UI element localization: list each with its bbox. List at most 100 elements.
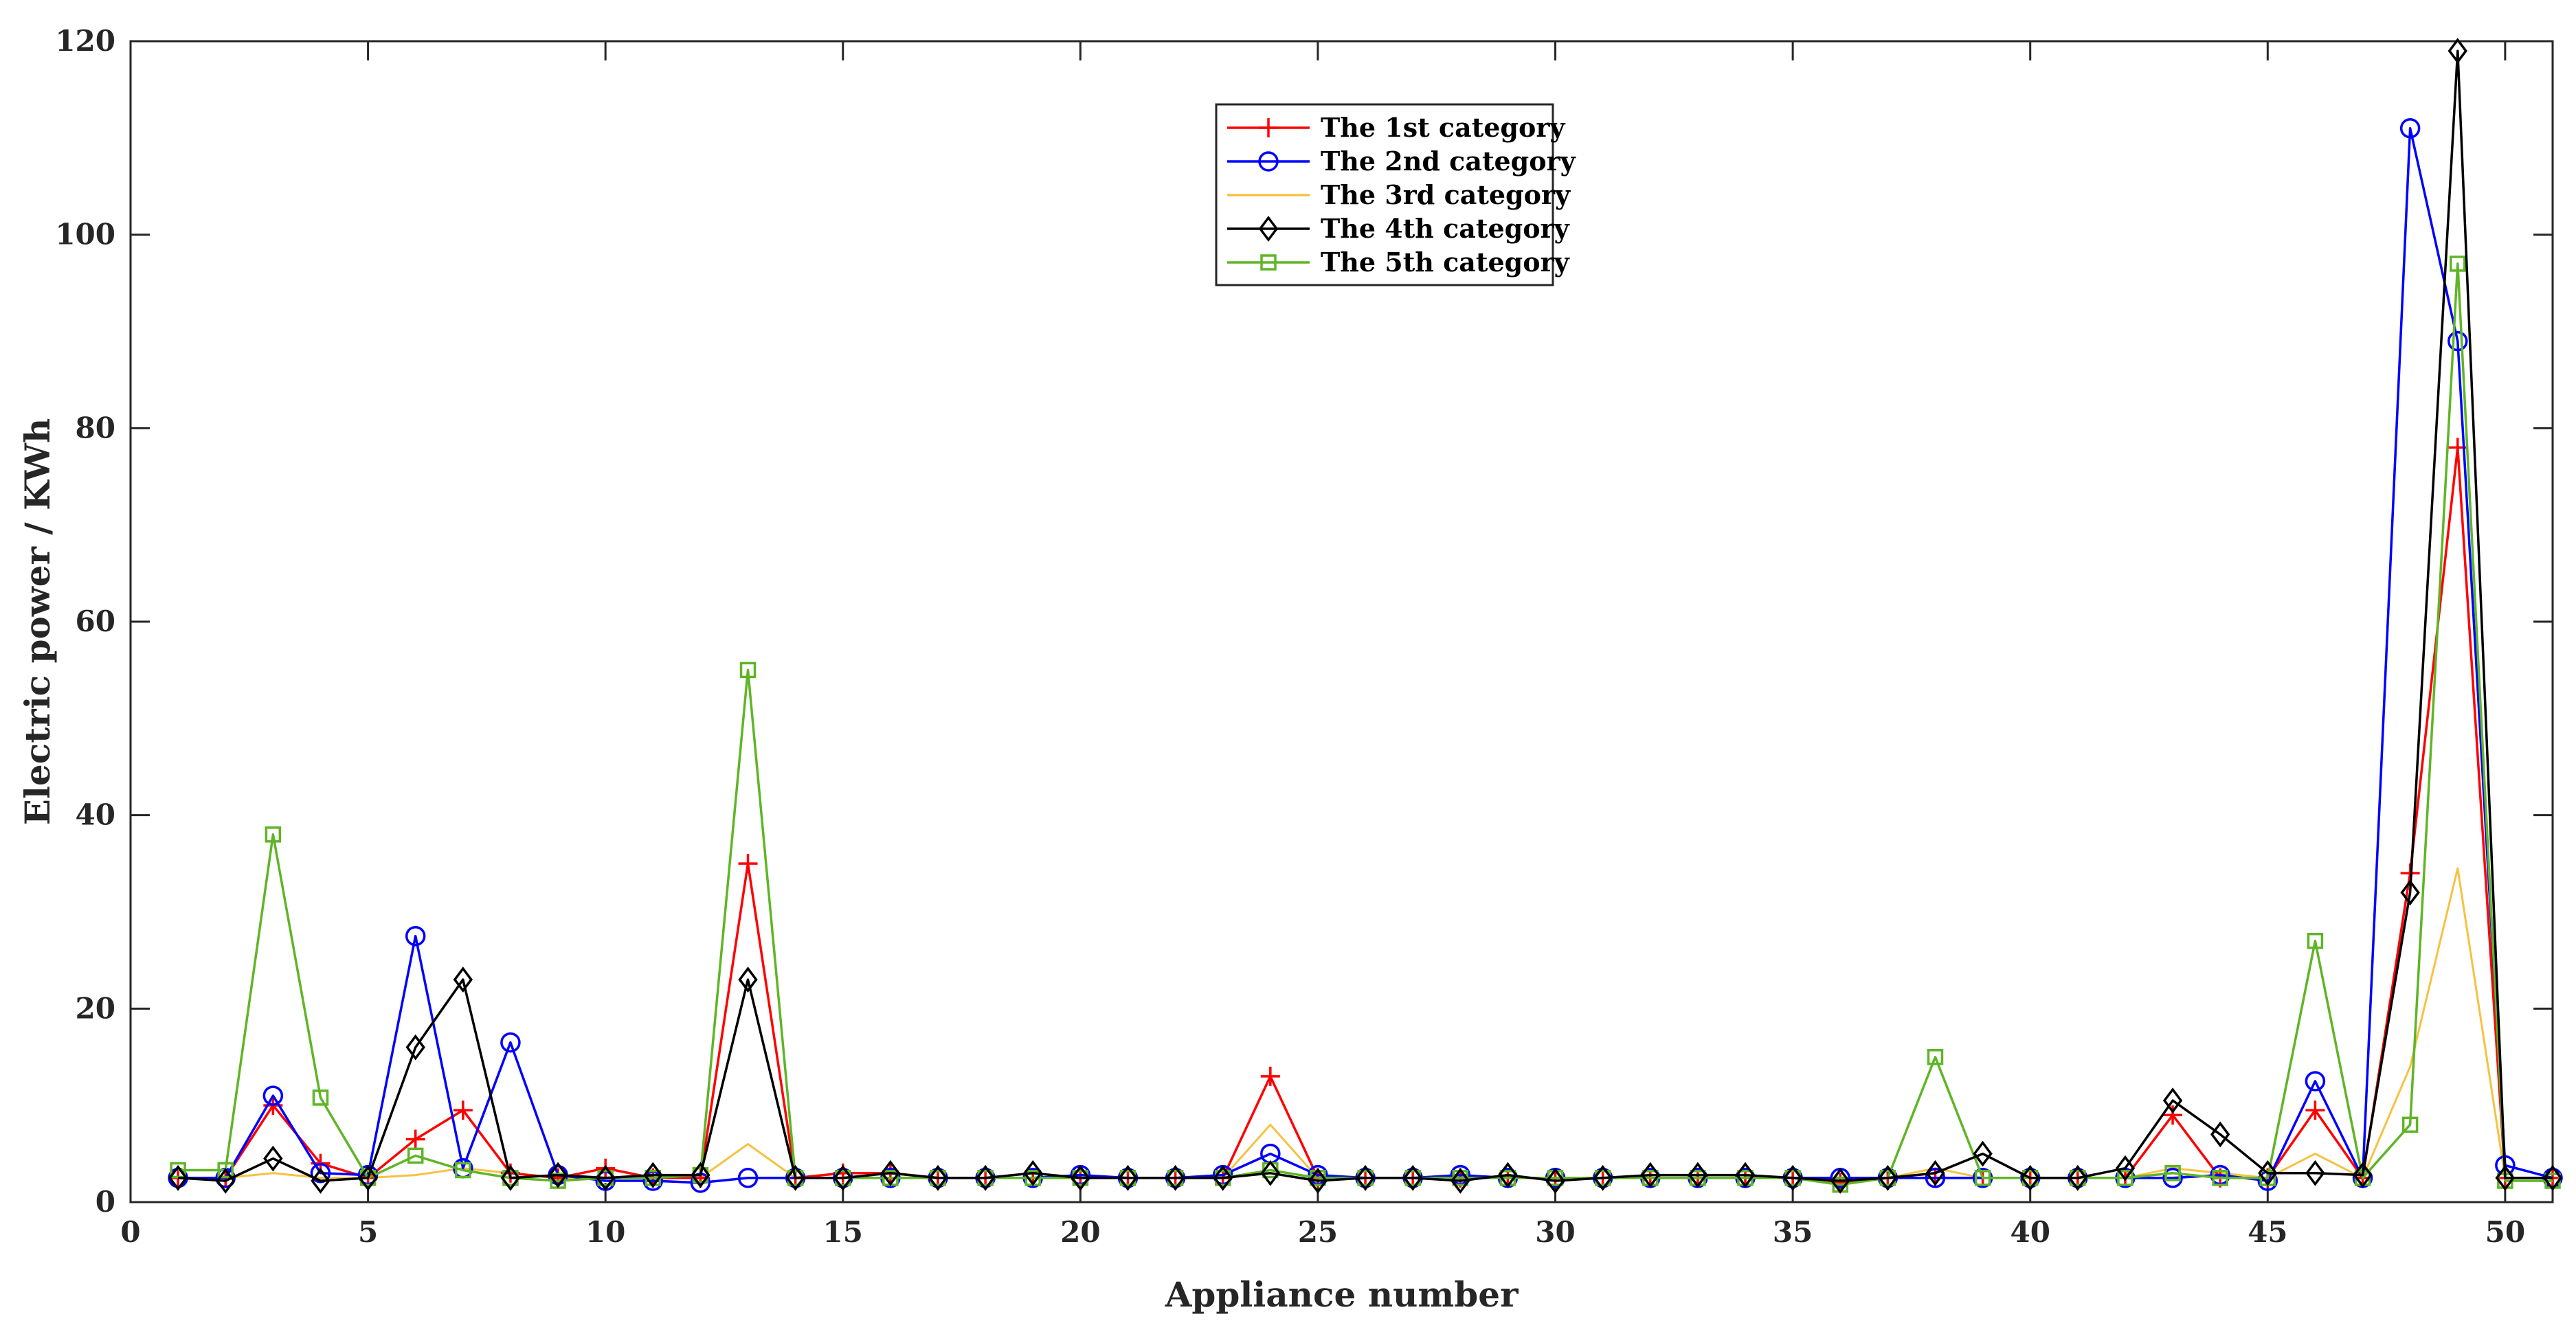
series-2-point-4 xyxy=(310,1163,331,1184)
series-4-point-27 xyxy=(1402,1164,1423,1191)
series-5-point-1 xyxy=(170,1162,186,1179)
series-4-point-16 xyxy=(880,1160,901,1186)
series-2-point-46 xyxy=(2305,1071,2326,1092)
series-4-point-19 xyxy=(1023,1160,1043,1186)
series-4-point-17 xyxy=(928,1164,948,1191)
legend-item-3: The 3rd category xyxy=(1227,179,1571,210)
y-axis-title: Electric power / KWh xyxy=(17,418,58,825)
series-1-point-6 xyxy=(405,1129,425,1149)
series-4-point-35 xyxy=(1782,1164,1803,1191)
x-tick-label-10: 50 xyxy=(2485,1215,2525,1249)
series-4-point-44 xyxy=(2210,1121,2230,1148)
series-4-point-47 xyxy=(2353,1162,2373,1188)
series-4-point-26 xyxy=(1355,1164,1376,1191)
series-4-point-30 xyxy=(1545,1168,1565,1194)
series-4-point-4 xyxy=(311,1168,331,1194)
series-4-point-14 xyxy=(785,1164,805,1191)
y-tick-label-6: 120 xyxy=(55,24,115,58)
series-4-point-28 xyxy=(1451,1168,1470,1194)
series-5-point-13 xyxy=(739,662,757,679)
series-4-point-23 xyxy=(1213,1164,1233,1191)
legend-item-1: The 1st category xyxy=(1227,112,1565,143)
series-4-point-18 xyxy=(975,1164,996,1191)
series-5-point-42 xyxy=(2117,1170,2133,1186)
series-4-point-49 xyxy=(2448,38,2467,64)
series-4-point-37 xyxy=(1878,1164,1898,1191)
y-tick-label-3: 60 xyxy=(76,604,115,638)
legend-label-1: The 1st category xyxy=(1321,112,1565,143)
series-4-point-32 xyxy=(1640,1162,1660,1188)
axis-ticks: 0 5 10 15 20 25 30 35 40 45 50 0 20 40 60 80 100 120 xyxy=(55,24,2553,1249)
x-tick-label-4: 20 xyxy=(1060,1215,1100,1249)
series-4-point-1 xyxy=(168,1164,188,1191)
series-4-point-5 xyxy=(358,1164,378,1191)
series-4-line xyxy=(177,49,2553,1182)
series-2-point-48 xyxy=(2399,118,2421,139)
series-5-point-48 xyxy=(2401,1116,2419,1133)
x-tick-label-8: 40 xyxy=(2010,1215,2050,1249)
x-tick-label-0: 0 xyxy=(120,1215,140,1249)
series-4-point-13 xyxy=(738,966,758,993)
series-2-point-43 xyxy=(2162,1168,2183,1188)
x-tick-label-5: 25 xyxy=(1298,1215,1338,1249)
series-4-point-39 xyxy=(1973,1140,1993,1167)
series-4-point-50 xyxy=(2495,1164,2516,1191)
legend-marker-1 xyxy=(1259,118,1278,137)
series-4-point-6 xyxy=(405,1034,425,1061)
legend-label-4: The 4th category xyxy=(1321,213,1570,244)
series-4-point-46 xyxy=(2305,1160,2325,1186)
series-4-point-8 xyxy=(500,1164,521,1191)
series-4-point-34 xyxy=(1735,1162,1756,1188)
series-4-point-33 xyxy=(1688,1162,1708,1188)
series-4-point-43 xyxy=(2162,1087,2183,1114)
series-4-point-12 xyxy=(691,1162,710,1188)
legend-marker-2 xyxy=(1258,151,1279,172)
series-layer xyxy=(168,38,2563,1194)
series-4-point-7 xyxy=(453,966,473,993)
series-5-point-44 xyxy=(2212,1170,2228,1186)
series-4-point-22 xyxy=(1165,1164,1185,1191)
series-4-point-51 xyxy=(2542,1164,2563,1191)
series-4-point-20 xyxy=(1071,1164,1090,1191)
legend-label-5: The 5th category xyxy=(1321,247,1570,278)
series-4-point-41 xyxy=(2068,1164,2088,1191)
series-4-point-9 xyxy=(548,1162,568,1188)
series-4-point-3 xyxy=(263,1145,283,1172)
x-tick-label-6: 30 xyxy=(1535,1215,1575,1249)
y-tick-label-1: 20 xyxy=(76,991,115,1025)
series-5-point-3 xyxy=(265,826,282,843)
series-5-point-39 xyxy=(1974,1170,1991,1186)
series-2-point-49 xyxy=(2448,330,2468,352)
y-tick-label-0: 0 xyxy=(96,1185,115,1219)
series-1-point-7 xyxy=(453,1100,473,1120)
x-tick-label-3: 15 xyxy=(823,1215,863,1249)
series-4-point-11 xyxy=(643,1162,663,1188)
series-2-point-6 xyxy=(405,925,426,947)
series-4-point-36 xyxy=(1830,1168,1850,1194)
legend-marker-4 xyxy=(1258,216,1279,242)
y-tick-label-4: 80 xyxy=(76,411,115,444)
series-5-point-2 xyxy=(217,1162,234,1179)
x-tick-label-1: 5 xyxy=(358,1215,378,1249)
series-1-point-24 xyxy=(1260,1066,1280,1086)
legend-item-2: The 2nd category xyxy=(1227,146,1576,177)
series-5-point-46 xyxy=(2307,933,2324,949)
series-4-point-40 xyxy=(2020,1164,2040,1191)
y-tick-label-5: 100 xyxy=(55,218,115,251)
series-4-point-2 xyxy=(216,1168,236,1194)
series-4-point-45 xyxy=(2258,1160,2278,1186)
series-4-point-25 xyxy=(1308,1168,1328,1194)
series-5-point-7 xyxy=(455,1162,471,1179)
series-5-point-6 xyxy=(407,1147,424,1164)
series-4-point-31 xyxy=(1593,1164,1613,1191)
series-2-point-8 xyxy=(500,1032,521,1053)
x-tick-label-9: 45 xyxy=(2248,1215,2287,1249)
legend-label-3: The 3rd category xyxy=(1321,179,1571,210)
series-2-point-13 xyxy=(737,1168,759,1188)
series-4-point-10 xyxy=(595,1164,616,1191)
legend-label-2: The 2nd category xyxy=(1321,146,1576,177)
series-5-point-4 xyxy=(312,1089,329,1106)
legend-marker-5 xyxy=(1260,254,1277,271)
series-5-point-38 xyxy=(1927,1049,1944,1065)
